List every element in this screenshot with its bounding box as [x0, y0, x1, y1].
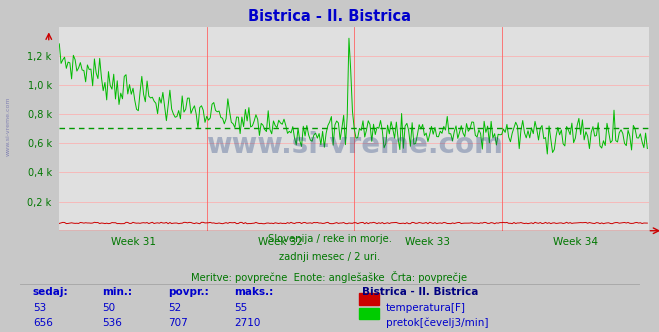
Text: 53: 53: [33, 303, 46, 313]
Text: Bistrica - Il. Bistrica: Bistrica - Il. Bistrica: [362, 287, 479, 297]
Text: www.si-vreme.com: www.si-vreme.com: [5, 96, 11, 156]
Text: 2710: 2710: [234, 318, 260, 328]
Text: min.:: min.:: [102, 287, 132, 297]
Text: 50: 50: [102, 303, 115, 313]
Text: Slovenija / reke in morje.: Slovenija / reke in morje.: [268, 234, 391, 244]
Text: 55: 55: [234, 303, 247, 313]
Text: temperatura[F]: temperatura[F]: [386, 303, 465, 313]
Text: 52: 52: [168, 303, 181, 313]
Text: www.si-vreme.com: www.si-vreme.com: [206, 131, 503, 159]
Text: maks.:: maks.:: [234, 287, 273, 297]
Text: Meritve: povprečne  Enote: anglešaške  Črta: povprečje: Meritve: povprečne Enote: anglešaške Črt…: [191, 271, 468, 283]
Text: 536: 536: [102, 318, 122, 328]
Text: 656: 656: [33, 318, 53, 328]
Text: pretok[čevelj3/min]: pretok[čevelj3/min]: [386, 318, 488, 328]
Text: 707: 707: [168, 318, 188, 328]
Text: Bistrica - Il. Bistrica: Bistrica - Il. Bistrica: [248, 9, 411, 24]
Text: sedaj:: sedaj:: [33, 287, 69, 297]
Text: zadnji mesec / 2 uri.: zadnji mesec / 2 uri.: [279, 252, 380, 262]
Text: povpr.:: povpr.:: [168, 287, 209, 297]
